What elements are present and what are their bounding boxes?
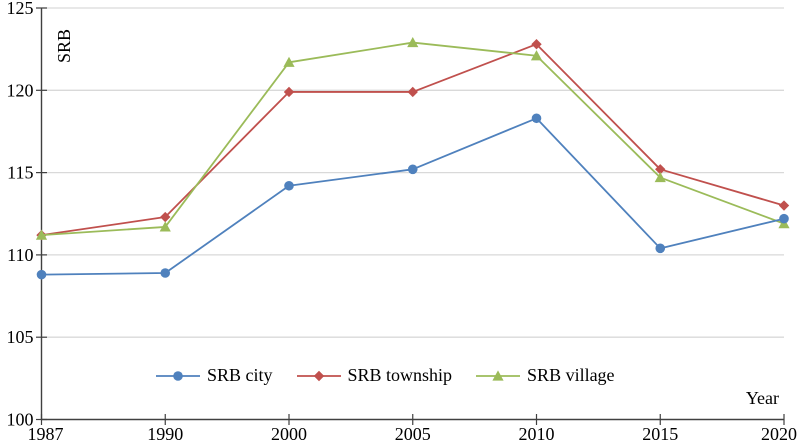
y-tick-label-105: 105 <box>7 327 34 347</box>
triangle-marker-icon <box>492 369 504 381</box>
legend-label-srb-city: SRB city <box>207 365 273 385</box>
legend-item-srb-township: SRB township <box>296 365 453 386</box>
marker-srb-village-1987 <box>35 229 48 240</box>
legend-circle-swatch-srb-city <box>156 370 200 381</box>
legend-item-srb-city: SRB city <box>156 365 273 386</box>
marker-srb-township-2010 <box>531 39 542 50</box>
legend-label-srb-village: SRB village <box>527 365 615 385</box>
x-tick-label-2020: 2020 <box>761 424 797 444</box>
x-tick-label-2010: 2010 <box>519 424 555 444</box>
marker-srb-village-2005 <box>407 36 419 48</box>
series-line-srb-township <box>41 43 785 237</box>
circle-marker-icon <box>173 370 183 381</box>
marker-srb-township-1990 <box>160 211 171 223</box>
y-tick-label-115: 115 <box>7 163 33 183</box>
series-line-srb-city <box>41 117 785 276</box>
marker-srb-city-2015 <box>655 243 666 254</box>
y-tick-label-110: 110 <box>7 245 33 265</box>
marker-srb-township-2015 <box>655 164 666 175</box>
marker-srb-city-2005 <box>407 164 418 175</box>
legend-label-srb-township: SRB township <box>347 365 453 385</box>
x-tick-label-1987: 1987 <box>28 424 64 444</box>
y-tick-label-120: 120 <box>7 80 34 100</box>
marker-srb-village-2000 <box>283 56 295 67</box>
marker-srb-village-1990 <box>159 221 171 232</box>
marker-srb-city-2000 <box>284 180 294 191</box>
marker-srb-village-2010 <box>530 50 543 61</box>
marker-srb-city-1987 <box>36 269 47 280</box>
marker-srb-township-2000 <box>283 86 295 98</box>
x-tick-label-1990: 1990 <box>147 424 183 444</box>
x-tick-label-2015: 2015 <box>642 424 678 444</box>
x-tick-label-2000: 2000 <box>271 424 307 444</box>
legend-diamond-swatch-srb-township <box>296 370 341 381</box>
marker-srb-township-2020 <box>778 200 790 211</box>
marker-srb-city-1990 <box>160 268 171 278</box>
diamond-marker-icon <box>313 370 324 381</box>
legend: SRB city SRB township SRB village <box>156 365 615 386</box>
series-line-srb-village <box>41 41 785 237</box>
legend-triangle-swatch-srb-village <box>476 369 521 381</box>
marker-srb-township-2005 <box>407 86 418 98</box>
x-tick-label-2005: 2005 <box>395 424 431 444</box>
marker-srb-city-2010 <box>531 113 542 124</box>
marker-srb-city-2020 <box>779 213 789 224</box>
y-axis-title: SRB <box>54 28 74 64</box>
legend-item-srb-village: SRB village <box>476 365 615 386</box>
y-tick-label-125: 125 <box>7 0 34 18</box>
y-tick-label-100: 100 <box>7 410 34 430</box>
marker-srb-village-2015 <box>654 171 666 183</box>
x-axis-title: Year <box>745 388 779 408</box>
